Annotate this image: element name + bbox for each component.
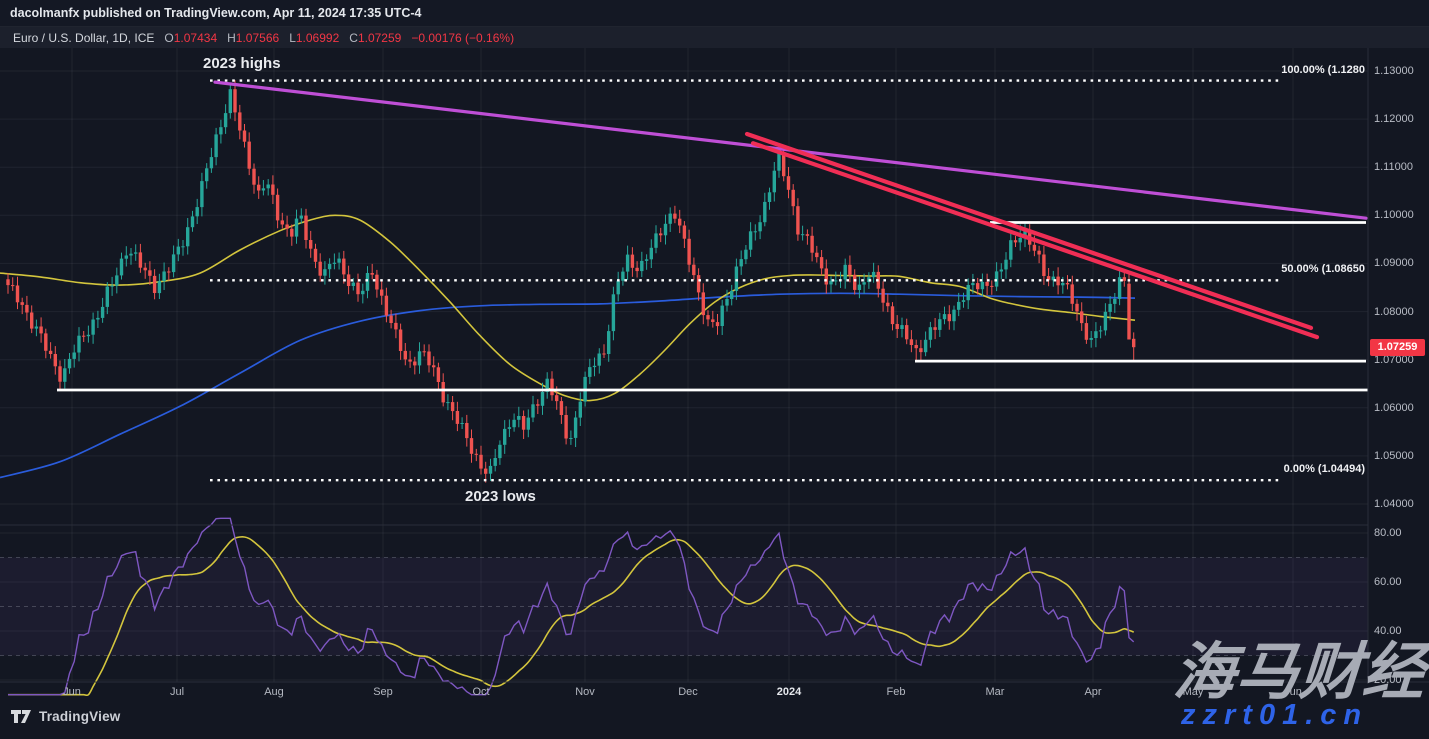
publish-bar: dacolmanfx published on TradingView.com,… bbox=[0, 0, 1429, 27]
high-value: 1.07566 bbox=[235, 30, 280, 45]
publish-text: dacolmanfx published on TradingView.com,… bbox=[10, 6, 422, 20]
low-value: 1.06992 bbox=[295, 30, 340, 45]
open-label: O bbox=[164, 30, 174, 45]
change-value: −0.00176 (−0.16%) bbox=[411, 30, 515, 45]
open-value: 1.07434 bbox=[173, 30, 218, 45]
close-value: 1.07259 bbox=[357, 30, 402, 45]
high-label: H bbox=[227, 30, 236, 45]
tradingview-logo-icon bbox=[11, 710, 31, 723]
symbol-legend[interactable]: Euro / U.S. Dollar, 1D, ICE O 1.07434 H 1.07… bbox=[0, 27, 1429, 48]
close-label: C bbox=[349, 30, 358, 45]
tradingview-attribution[interactable]: TradingView bbox=[10, 709, 120, 724]
low-label: L bbox=[289, 30, 296, 45]
symbol-title[interactable]: Euro / U.S. Dollar, 1D, ICE bbox=[13, 30, 155, 45]
tradingview-brand-text: TradingView bbox=[39, 709, 121, 724]
